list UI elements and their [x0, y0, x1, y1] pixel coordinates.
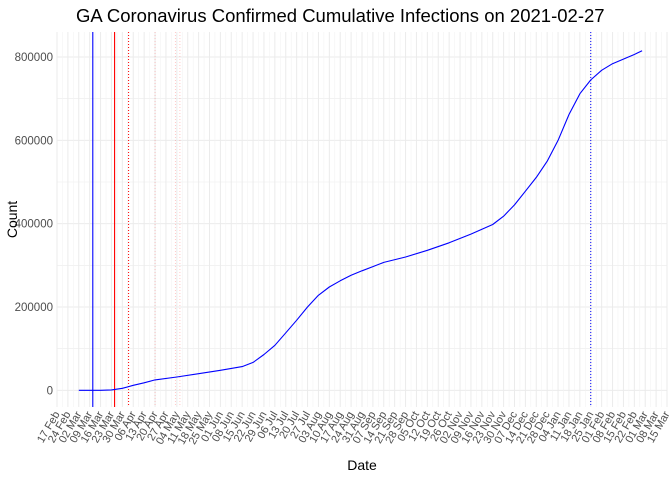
grid	[56, 32, 668, 407]
y-tick-label: 200000	[15, 302, 53, 314]
chart-title: GA Coronavirus Confirmed Cumulative Infe…	[76, 5, 605, 26]
y-axis-title: Count	[4, 201, 20, 238]
series-line	[78, 50, 643, 391]
y-tick-label: 0	[47, 385, 53, 397]
y-tick-label: 600000	[15, 135, 53, 147]
x-axis-title: Date	[347, 457, 377, 473]
y-tick-label: 400000	[15, 219, 53, 231]
reference-lines	[92, 32, 592, 407]
y-tick-label: 800000	[15, 52, 53, 64]
series-layer	[78, 50, 643, 391]
y-axis-ticks: 0 200000 400000 600000 800000	[15, 52, 53, 397]
